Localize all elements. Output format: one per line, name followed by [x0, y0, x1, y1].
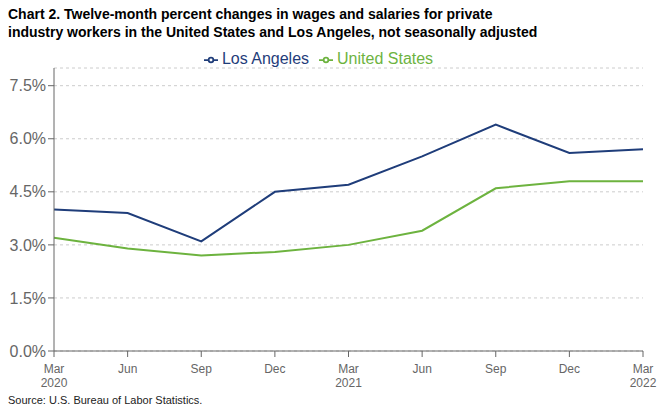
- svg-text:3.0%: 3.0%: [10, 237, 46, 254]
- svg-text:Dec: Dec: [559, 362, 580, 376]
- svg-text:Mar2021: Mar2021: [335, 362, 362, 390]
- svg-text:4.5%: 4.5%: [10, 183, 46, 200]
- html-text:industry workers in the United: industry workers in the United States an…: [8, 24, 538, 40]
- html-text:Los Angeles: Los Angeles: [221, 50, 310, 67]
- svg-text:Jun: Jun: [118, 362, 137, 376]
- svg-text:Jun: Jun: [412, 362, 431, 376]
- html-text:United States: United States: [337, 50, 434, 67]
- svg-text:Dec: Dec: [264, 362, 285, 376]
- svg-text:6.0%: 6.0%: [10, 130, 46, 147]
- svg-text:7.5%: 7.5%: [10, 77, 46, 94]
- svg-text:Sep: Sep: [485, 362, 507, 376]
- svg-text:Mar2022: Mar2022: [630, 362, 657, 390]
- svg-text:0.0%: 0.0%: [10, 343, 46, 360]
- html-text:Chart 2. Twelve-month percent: Chart 2. Twelve-month percent changes in…: [8, 6, 493, 22]
- svg-text:Mar2020: Mar2020: [41, 362, 68, 390]
- svg-text:Sep: Sep: [191, 362, 213, 376]
- svg-text:1.5%: 1.5%: [10, 290, 46, 307]
- html-text:Source: U.S. Bureau of Labor S: Source: U.S. Bureau of Labor Statistics.: [8, 394, 203, 406]
